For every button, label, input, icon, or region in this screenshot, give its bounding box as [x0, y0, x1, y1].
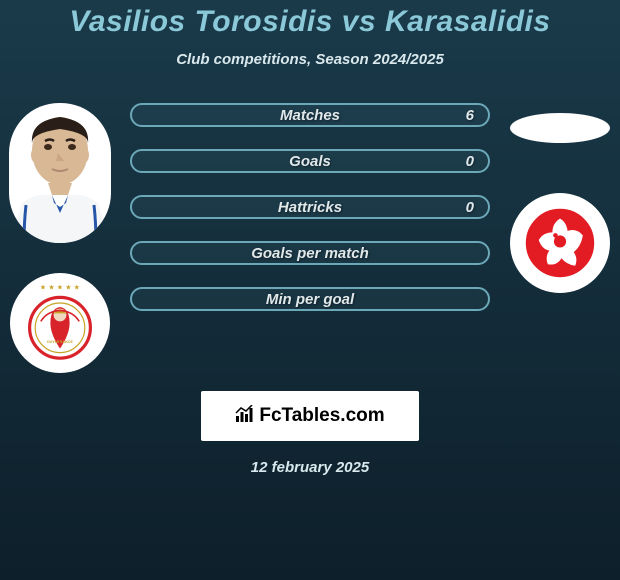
team-right-badge: [510, 193, 610, 293]
stats-column: Matches 6 Goals 0 Hattricks 0 Goals per …: [120, 103, 500, 311]
stat-value-right: 0: [466, 153, 474, 170]
right-player-column: [500, 103, 620, 293]
stat-value-right: 0: [466, 199, 474, 216]
player-left-avatar: [9, 103, 111, 243]
left-player-column: ★ ★ ★ ★ ★ ΟΛΥΜΠΙΑΚΟΣ: [0, 103, 120, 373]
stat-label: Goals: [289, 153, 331, 170]
stat-pill: Min per goal: [130, 287, 490, 311]
stat-pill: Goals 0: [130, 149, 490, 173]
svg-text:ΟΛΥΜΠΙΑΚΟΣ: ΟΛΥΜΠΙΑΚΟΣ: [47, 339, 74, 344]
stat-row-matches: Matches 6: [130, 103, 490, 127]
stat-label: Matches: [280, 107, 340, 124]
chart-icon: [235, 405, 255, 428]
stat-row-gpm: Goals per match: [130, 241, 490, 265]
svg-text:★ ★ ★ ★ ★: ★ ★ ★ ★ ★: [40, 283, 80, 291]
stat-label: Min per goal: [266, 291, 354, 308]
stat-row-goals: Goals 0: [130, 149, 490, 173]
stat-row-mpg: Min per goal: [130, 287, 490, 311]
olympiacos-crest-icon: ★ ★ ★ ★ ★ ΟΛΥΜΠΙΑΚΟΣ: [20, 283, 100, 363]
stat-label: Hattricks: [278, 199, 342, 216]
subtitle: Club competitions, Season 2024/2025: [0, 51, 620, 68]
stat-label: Goals per match: [251, 245, 369, 262]
stat-pill: Goals per match: [130, 241, 490, 265]
footer-date: 12 february 2025: [0, 459, 620, 476]
watermark-badge: FcTables.com: [201, 391, 419, 441]
stat-pill: Hattricks 0: [130, 195, 490, 219]
stat-row-hattricks: Hattricks 0: [130, 195, 490, 219]
right-team-crest-icon: [522, 205, 598, 281]
player-right-placeholder: [510, 113, 610, 143]
watermark-text: FcTables.com: [259, 405, 384, 427]
team-left-badge: ★ ★ ★ ★ ★ ΟΛΥΜΠΙΑΚΟΣ: [10, 273, 110, 373]
stat-value-right: 6: [466, 107, 474, 124]
stat-pill: Matches 6: [130, 103, 490, 127]
player-silhouette-icon: [9, 103, 111, 243]
comparison-title: Vasilios Torosidis vs Karasalidis: [0, 5, 620, 39]
